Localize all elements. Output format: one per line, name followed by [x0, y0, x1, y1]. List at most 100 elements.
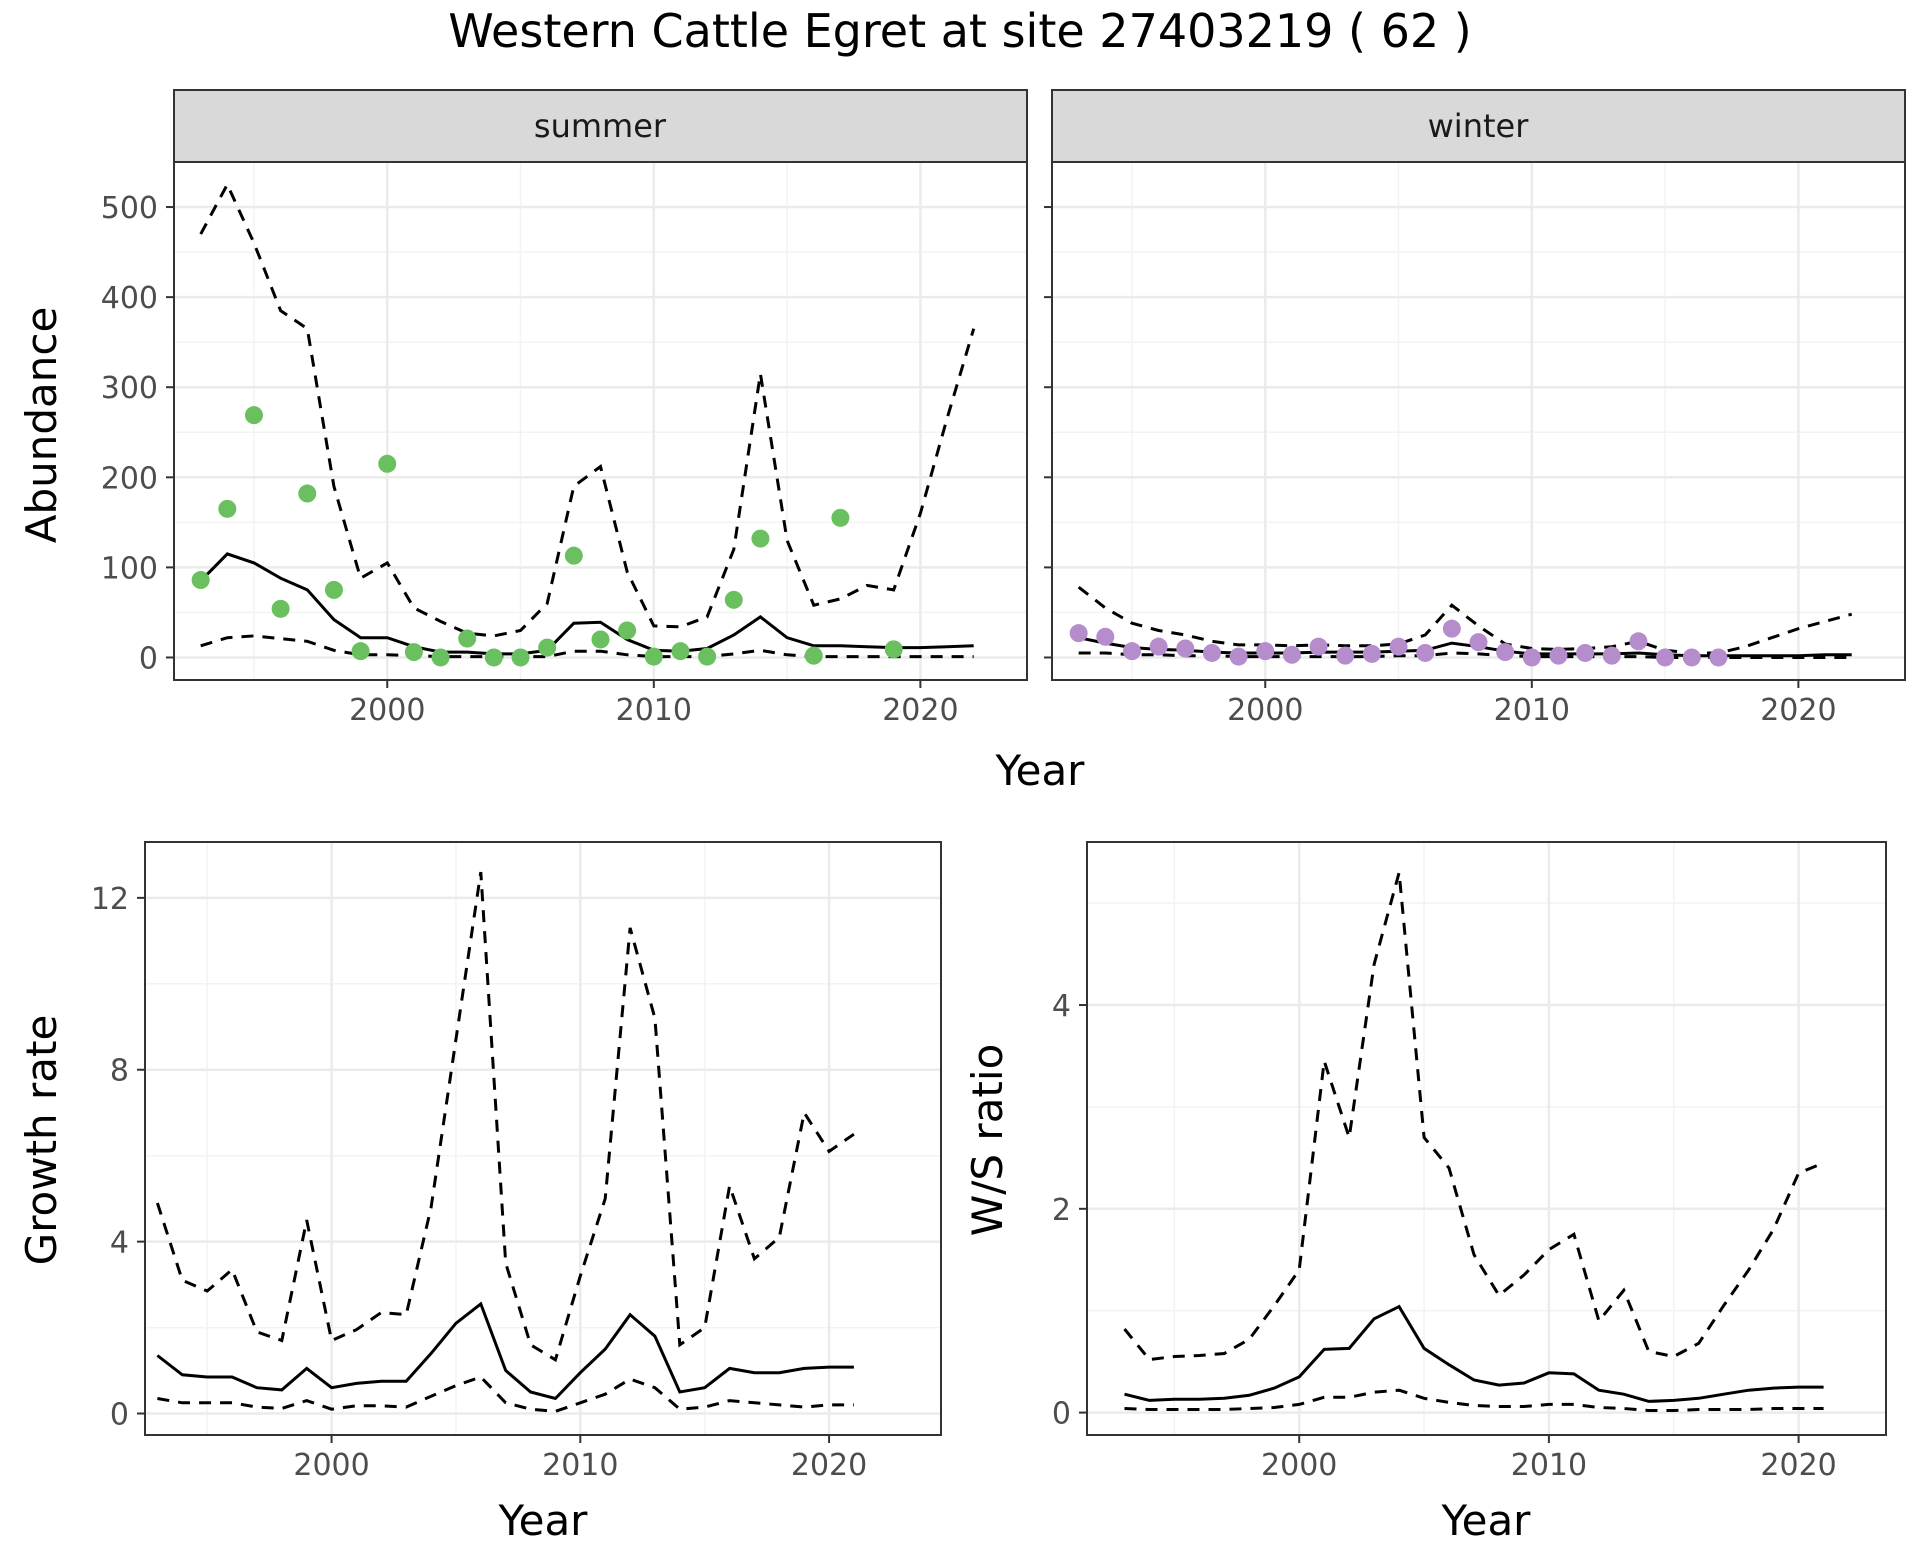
abundance-summer-data-point	[538, 638, 557, 657]
abundance-winter-x-tick-label: 2020	[1760, 693, 1836, 728]
abundance-summer-data-point	[378, 454, 397, 473]
strip-summer-background	[173, 89, 1028, 163]
abundance-winter-panel: 2000 2010 2020	[1044, 161, 1906, 728]
abundance-winter-data-point	[1096, 627, 1115, 646]
abundance-winter-data-point	[1442, 619, 1461, 638]
abundance-summer-x-tick-label: 2010	[616, 693, 692, 728]
abundance-winter-data-point	[1709, 648, 1728, 667]
abundance-summer-data-point	[298, 484, 317, 503]
abundance-y-axis-title: Abundance	[17, 307, 66, 544]
ws-ratio-series-0-solid-line	[1124, 1304, 1824, 1403]
ws-ratio-panel: 2000 2010 2020 0 2 4	[1052, 841, 1887, 1483]
ws-ratio-series-2-dashed-line	[1124, 1388, 1824, 1412]
abundance-summer-y-tick-label: 200	[101, 461, 158, 496]
strip-winter-background	[1051, 89, 1906, 163]
abundance-summer-data-point	[698, 647, 717, 666]
abundance-winter-data-point	[1389, 637, 1408, 656]
abundance-summer-data-point	[671, 642, 690, 661]
abundance-winter-data-point	[1416, 643, 1435, 662]
abundance-summer-data-point	[458, 629, 477, 648]
abundance-summer-data-point	[884, 640, 903, 659]
abundance-summer-series-1-dashed-line	[199, 181, 976, 638]
abundance-winter-data-point	[1656, 648, 1675, 667]
abundance-summer-series-2-dashed-line	[200, 634, 974, 659]
abundance-summer-data-point	[724, 590, 743, 609]
ws-y-axis-title: W/S ratio	[963, 1044, 1012, 1237]
abundance-winter-data-point	[1229, 647, 1248, 666]
growth-rate-x-tick-label: 2000	[293, 1448, 369, 1483]
abundance-summer-plot-background	[174, 162, 1027, 680]
growth-rate-panel: 2000 2010 2020 0 4 8 12	[91, 841, 942, 1483]
abundance-summer-x-tick-label: 2000	[349, 693, 425, 728]
abundance-winter-data-point	[1336, 646, 1355, 665]
abundance-winter-data-point	[1176, 639, 1195, 658]
abundance-summer-series-0-solid-line	[199, 552, 974, 656]
abundance-winter-data-point	[1682, 648, 1701, 667]
growth-rate-y-tick-label: 12	[91, 882, 129, 917]
page-title: Western Cattle Egret at site 27403219 ( …	[448, 4, 1472, 58]
ws-ratio-x-tick-label: 2020	[1760, 1448, 1836, 1483]
growth-x-axis-title: Year	[498, 1496, 589, 1545]
abundance-winter-x-tick-label: 2000	[1227, 693, 1303, 728]
ws-x-axis-title: Year	[1441, 1496, 1532, 1545]
abundance-winter-data-point	[1602, 646, 1621, 665]
growth-rate-y-tick-label: 8	[110, 1054, 129, 1089]
abundance-winter-data-point	[1629, 632, 1648, 651]
abundance-summer-data-point	[511, 648, 530, 667]
abundance-summer-y-tick-label: 300	[101, 371, 158, 406]
ws-ratio-panel-border	[1086, 841, 1887, 1436]
abundance-winter-data-point	[1522, 648, 1541, 667]
abundance-summer-data-point	[644, 647, 663, 666]
ws-ratio-series-1-dashed-line	[1123, 872, 1825, 1362]
abundance-winter-data-point	[1202, 643, 1221, 662]
abundance-summer-data-point	[271, 599, 290, 618]
abundance-summer-data-point	[484, 648, 503, 667]
abundance-winter-data-point	[1362, 644, 1381, 663]
growth-rate-y-tick-label: 4	[110, 1226, 129, 1261]
abundance-x-axis-title: Year	[995, 746, 1086, 795]
ws-ratio-x-tick-label: 2000	[1261, 1448, 1337, 1483]
abundance-winter-data-point	[1549, 646, 1568, 665]
abundance-winter-x-tick-label: 2010	[1494, 693, 1570, 728]
abundance-summer-data-point	[618, 621, 637, 640]
abundance-summer-data-point	[831, 508, 850, 527]
ws-ratio-x-tick-label: 2010	[1511, 1448, 1587, 1483]
abundance-winter-data-point	[1309, 637, 1328, 656]
abundance-winter-data-point	[1122, 642, 1141, 661]
abundance-winter-data-point	[1576, 643, 1595, 662]
strip-winter-label: winter	[1428, 107, 1530, 145]
abundance-summer-data-point	[191, 571, 210, 590]
growth-rate-y-tick-label: 0	[110, 1398, 129, 1433]
abundance-summer-data-point	[244, 406, 263, 425]
abundance-winter-plot-background	[1052, 162, 1905, 680]
abundance-summer-y-tick-label: 500	[101, 191, 158, 226]
ws-ratio-y-tick-label: 4	[1052, 989, 1071, 1024]
growth-rate-series-2-dashed-line	[157, 1375, 854, 1413]
abundance-summer-y-tick-label: 400	[101, 281, 158, 316]
abundance-summer-data-point	[404, 643, 423, 662]
abundance-summer-y-tick-label: 0	[139, 641, 158, 676]
abundance-summer-data-point	[351, 642, 370, 661]
abundance-summer-data-point	[564, 546, 583, 565]
ws-ratio-plot-background	[1087, 842, 1886, 1435]
growth-rate-x-tick-label: 2010	[542, 1448, 618, 1483]
growth-rate-panel-border	[144, 841, 942, 1436]
growth-rate-plot-background	[145, 842, 941, 1435]
abundance-winter-data-point	[1496, 643, 1515, 662]
abundance-summer-data-point	[218, 499, 237, 518]
growth-y-axis-title: Growth rate	[17, 1015, 66, 1266]
abundance-winter-data-point	[1282, 645, 1301, 664]
abundance-summer-data-point	[751, 529, 770, 548]
ws-ratio-y-tick-label: 0	[1052, 1397, 1071, 1432]
abundance-summer-data-point	[431, 648, 450, 667]
strip-summer-label: summer	[534, 107, 667, 145]
abundance-summer-data-point	[804, 646, 823, 665]
abundance-summer-y-tick-label: 100	[101, 551, 158, 586]
abundance-summer-data-point	[324, 580, 343, 599]
abundance-summer-x-tick-label: 2020	[882, 693, 958, 728]
growth-rate-series-0-solid-line	[156, 1301, 854, 1401]
abundance-winter-data-point	[1469, 633, 1488, 652]
growth-rate-x-tick-label: 2020	[791, 1448, 867, 1483]
